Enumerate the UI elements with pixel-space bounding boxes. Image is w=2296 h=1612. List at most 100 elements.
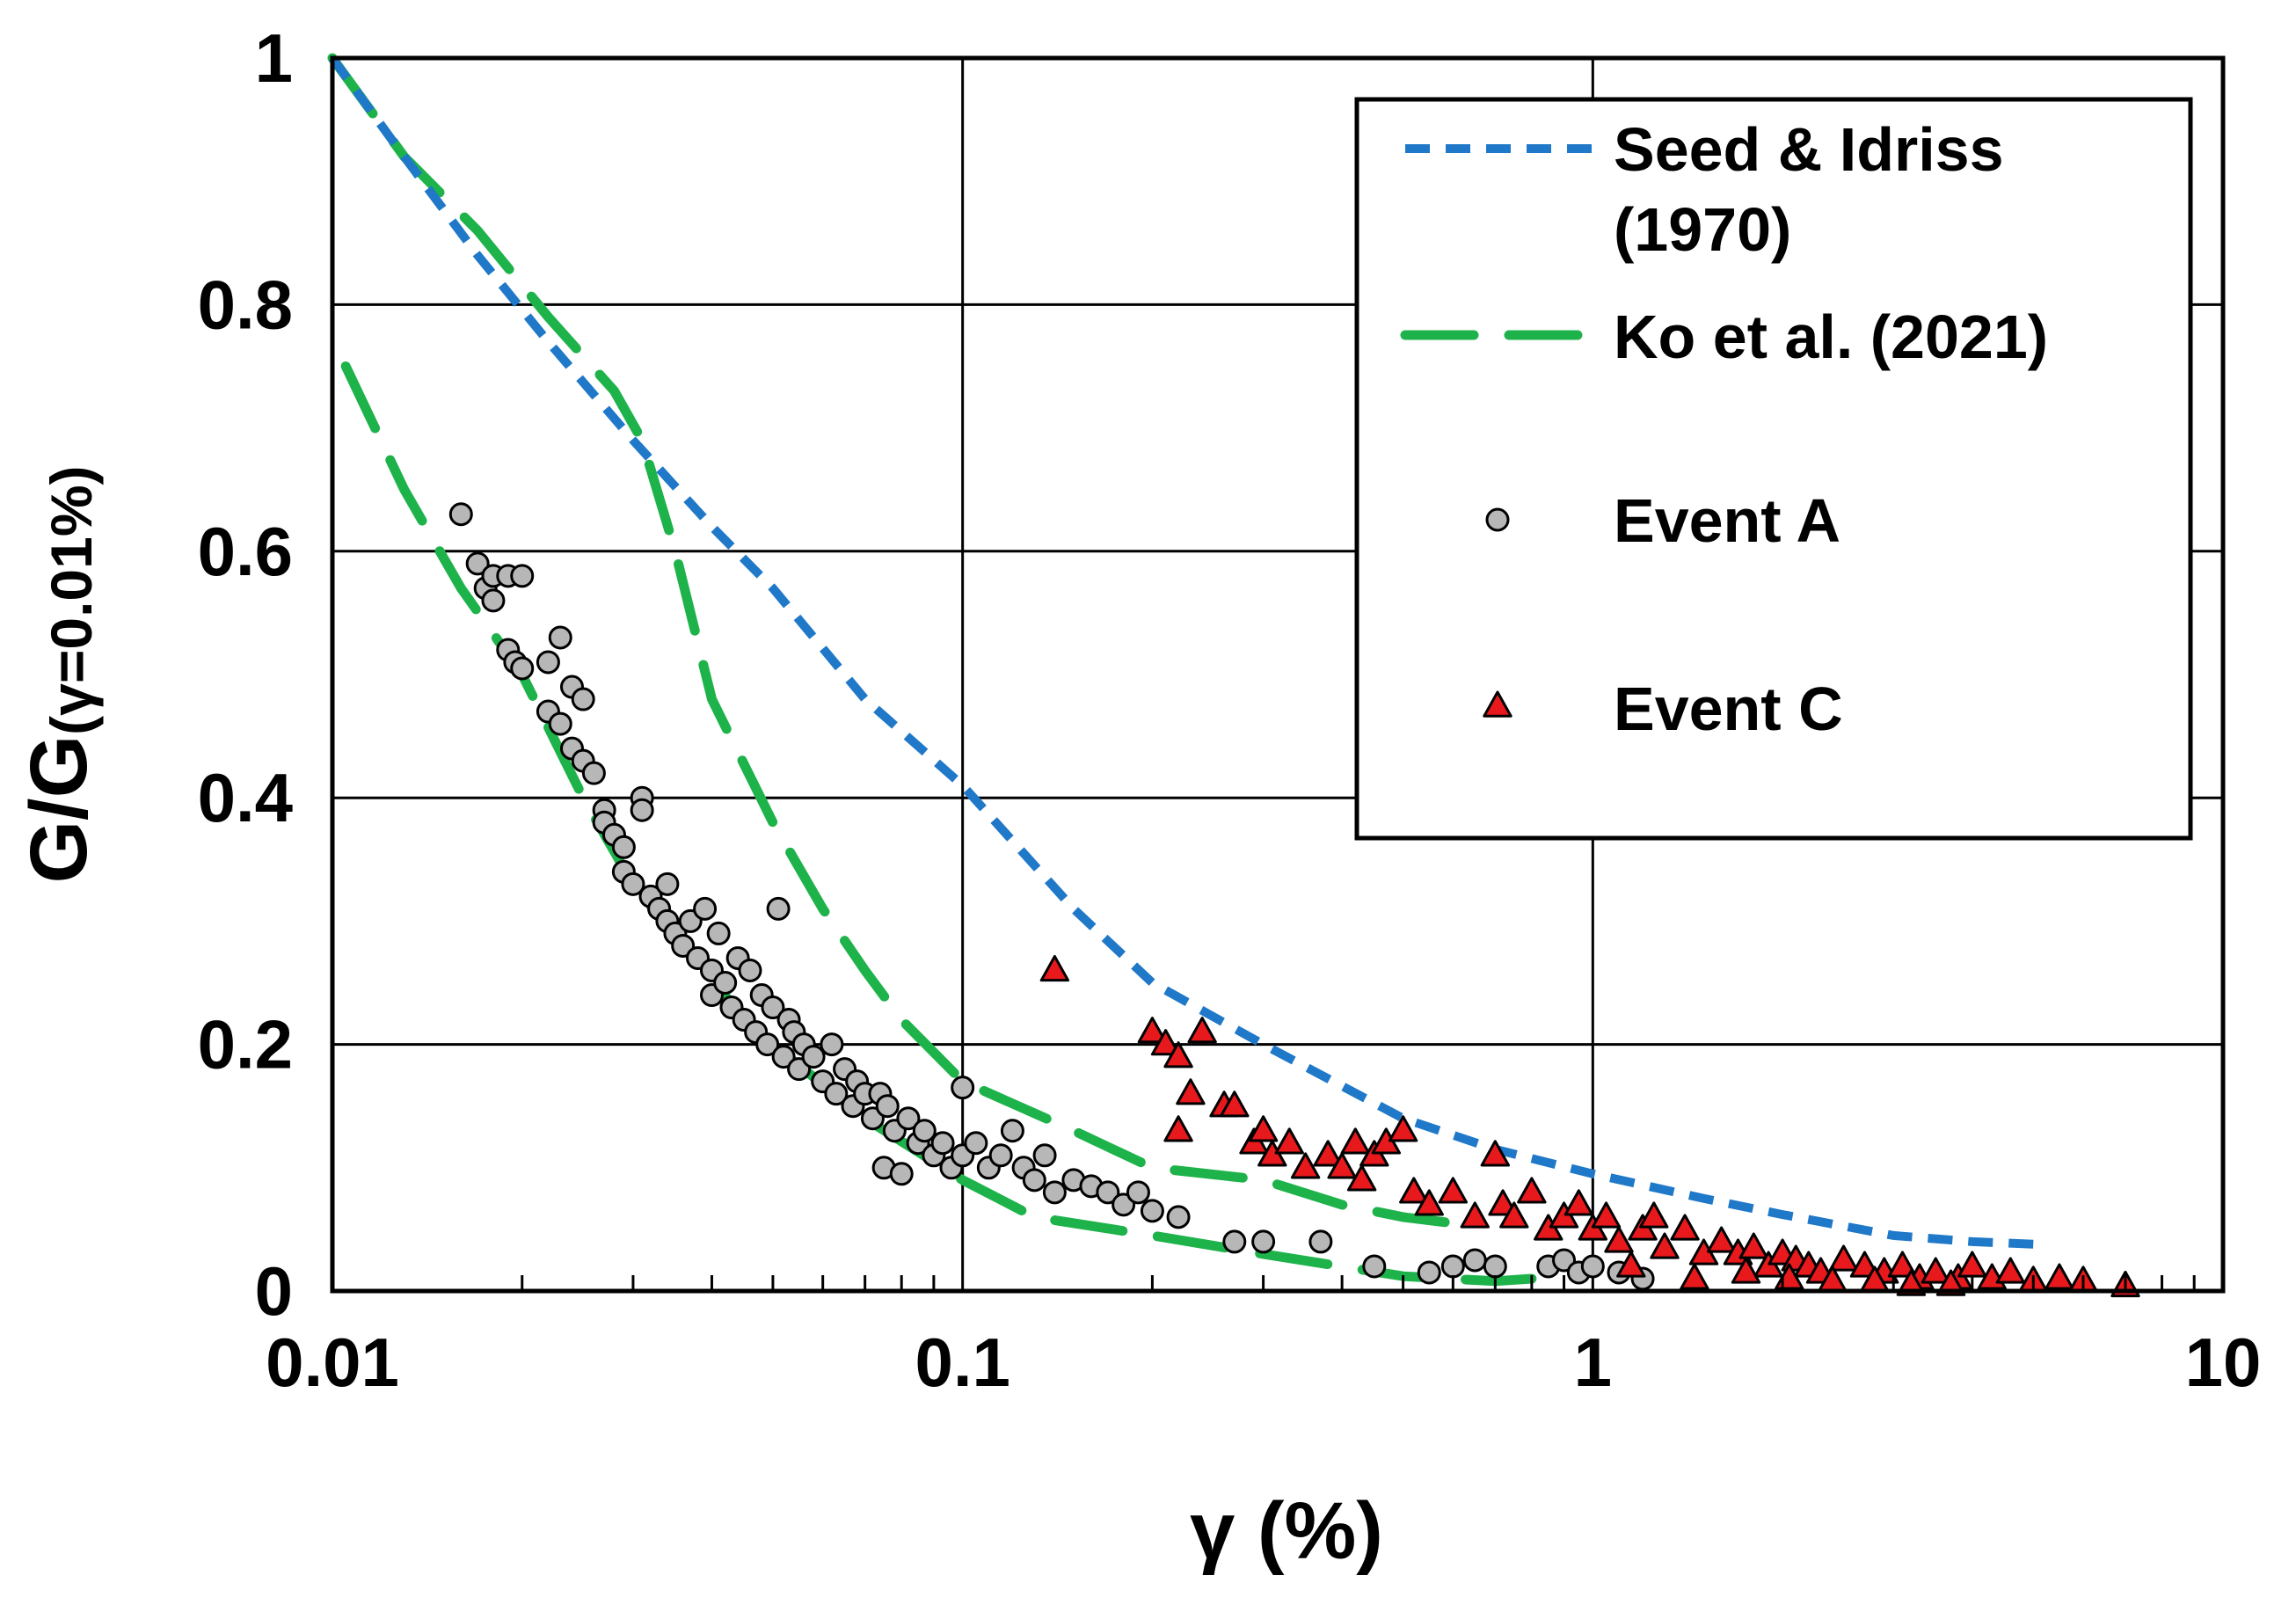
event-c-point-55 — [1957, 1251, 1987, 1278]
event-c-point-22 — [1414, 1189, 1444, 1216]
event-c-point-27 — [1499, 1201, 1529, 1229]
event-c-point-34 — [1604, 1226, 1634, 1253]
y-tick-label-0: 0 — [255, 1252, 293, 1330]
legend-ko-label: Ko et al. (2021) — [1614, 303, 2048, 371]
event-c-point-59 — [2045, 1263, 2074, 1290]
event-a-point-54 — [801, 1045, 826, 1069]
event-a-point-93 — [1308, 1229, 1333, 1254]
event-a-point-30 — [655, 872, 680, 896]
y-axis-title-sub: (γ=0.01%) — [39, 465, 104, 734]
x-ticks: 0.01 0.1 1 10 — [266, 1324, 2261, 1401]
event-c-point-37 — [1650, 1232, 1680, 1259]
event-a-point-43 — [738, 958, 762, 982]
plot-frame — [330, 55, 2226, 1294]
event-a-point-96 — [1440, 1254, 1465, 1279]
event-c-point-53 — [1921, 1257, 1950, 1284]
event-c-point-28 — [1517, 1177, 1547, 1204]
event-c-point-14 — [1313, 1140, 1343, 1167]
event-c-point-36 — [1639, 1201, 1669, 1229]
event-a-point-90 — [1166, 1205, 1191, 1229]
event-c-point-64 — [1731, 1257, 1761, 1284]
legend-event-a-label: Event A — [1614, 486, 1840, 555]
event-c-point-57 — [1995, 1257, 2026, 1284]
event-a-point-56 — [820, 1032, 844, 1057]
event-c-point-42 — [1738, 1232, 1768, 1259]
event-a-point-13 — [548, 711, 572, 736]
event-a-point-83 — [1042, 1180, 1067, 1205]
event-a-point-11 — [548, 625, 572, 650]
event-a-point-38 — [706, 921, 731, 945]
y-ticks: 0 0.2 0.4 0.6 0.8 1 — [198, 19, 293, 1330]
event-a-point-82 — [1032, 1143, 1057, 1168]
y-tick-label-3: 0.6 — [198, 513, 293, 590]
event-c-point-23 — [1438, 1177, 1469, 1204]
event-c-point-6 — [1163, 1115, 1193, 1142]
x-tick-label-0: 0.01 — [266, 1324, 399, 1401]
event-a-point-47 — [761, 996, 785, 1020]
x-tick-label-1: 0.1 — [915, 1324, 1010, 1401]
event-c-point-16 — [1340, 1127, 1371, 1155]
event-c-point-33 — [1591, 1201, 1622, 1229]
event-c-points — [1039, 954, 2140, 1298]
x-tick-label-3: 10 — [2185, 1324, 2262, 1401]
x-axis-title: γ (%) — [1190, 1486, 1383, 1576]
event-c-point-20 — [1388, 1115, 1418, 1142]
event-c-point-13 — [1290, 1152, 1321, 1179]
event-a-point-49 — [771, 1045, 796, 1069]
event-c-point-25 — [1480, 1140, 1511, 1167]
legend-event-a-marker — [1485, 507, 1510, 532]
legend: Seed & Idriss (1970) Ko et al. (2021) Ev… — [1354, 97, 2193, 841]
event-c-point-1 — [1137, 1017, 1168, 1044]
event-c-point-10 — [1248, 1115, 1279, 1142]
event-a-point-79 — [1000, 1119, 1024, 1143]
event-a-point-22 — [611, 835, 636, 859]
event-c-point-3 — [1163, 1041, 1193, 1069]
ko-curve-0 — [327, 53, 1458, 1229]
event-c-point-17 — [1346, 1164, 1377, 1192]
event-a-points — [448, 502, 1655, 1291]
y-tick-label-5: 1 — [255, 19, 293, 97]
event-c-point-2 — [1150, 1029, 1181, 1056]
event-a-point-76 — [964, 1131, 988, 1156]
x-minor-ticks — [521, 1275, 2196, 1291]
event-c-point-51 — [1887, 1251, 1918, 1278]
event-c-point-40 — [1706, 1226, 1737, 1253]
event-a-point-8 — [510, 656, 535, 681]
event-c-point-12 — [1274, 1127, 1304, 1155]
y-axis-title-main: G/G — [14, 735, 104, 884]
event-a-point-88 — [1126, 1180, 1150, 1205]
seed-idriss-line — [328, 55, 2034, 1249]
event-a-point-35 — [693, 896, 718, 921]
event-a-point-78 — [988, 1143, 1013, 1168]
event-a-point-39 — [713, 971, 738, 995]
event-c-point-63 — [1680, 1263, 1709, 1290]
event-a-point-24 — [621, 872, 645, 896]
event-a-point-97 — [1462, 1248, 1487, 1273]
event-a-point-91 — [1222, 1229, 1247, 1254]
event-a-point-70 — [912, 1119, 937, 1143]
event-a-point-26 — [630, 798, 654, 822]
event-a-point-65 — [875, 1094, 900, 1119]
event-a-point-10 — [536, 650, 560, 675]
event-c-point-38 — [1670, 1214, 1700, 1241]
event-a-point-57 — [824, 1082, 849, 1106]
event-a-point-86 — [1096, 1180, 1120, 1205]
event-a-point-48 — [766, 896, 791, 921]
y-tick-label-2: 0.4 — [198, 759, 293, 836]
seed-idriss-curve — [328, 55, 2034, 1249]
event-a-point-74 — [951, 1076, 975, 1100]
event-a-point-94 — [1362, 1254, 1387, 1279]
event-c-point-15 — [1327, 1152, 1357, 1179]
y-tick-label-4: 0.8 — [198, 266, 293, 343]
event-a-point-46 — [755, 1032, 780, 1057]
event-a-point-102 — [1580, 1254, 1605, 1279]
event-c-point-62 — [1616, 1251, 1646, 1278]
event-a-point-0 — [448, 502, 473, 527]
event-a-point-95 — [1417, 1260, 1441, 1285]
event-a-point-18 — [581, 761, 606, 785]
legend-event-c-label: Event C — [1614, 675, 1843, 743]
event-c-point-5 — [1176, 1078, 1206, 1105]
event-a-point-9 — [510, 564, 535, 588]
legend-event-c-marker — [1483, 690, 1512, 718]
